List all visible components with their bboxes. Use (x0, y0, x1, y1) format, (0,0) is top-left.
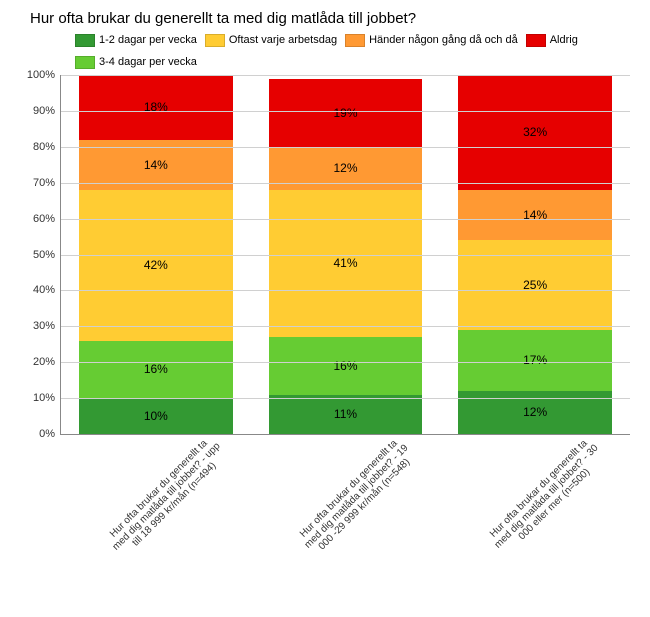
legend-label: 3-4 dagar per vecka (99, 54, 197, 70)
gridline (61, 398, 630, 399)
bar-segment: 32% (458, 75, 612, 190)
gridline (61, 326, 630, 327)
bar-segment-value: 41% (333, 256, 357, 270)
legend-label: Aldrig (550, 32, 578, 48)
x-tick-label: Hur ofta brukar du generellt ta med dig … (481, 431, 650, 617)
y-tick-label: 50% (33, 249, 55, 261)
bar-segment-value: 14% (144, 158, 168, 172)
y-tick-label: 100% (27, 69, 55, 81)
y-tick-label: 70% (33, 177, 55, 189)
legend-swatch (526, 34, 546, 47)
bar-segment: 10% (79, 398, 233, 434)
y-tick-label: 20% (33, 356, 55, 368)
bar-segment: 18% (79, 75, 233, 140)
y-tick-label: 80% (33, 141, 55, 153)
bar-segment: 42% (79, 190, 233, 341)
bar-segment: 14% (458, 190, 612, 240)
legend-item: Aldrig (526, 32, 578, 48)
gridline (61, 290, 630, 291)
legend-row: 1-2 dagar per vecka Oftast varje arbetsda… (75, 32, 630, 70)
x-tick-label: Hur ofta brukar du generellt ta med dig … (291, 431, 478, 617)
gridline (61, 362, 630, 363)
legend-item: 3-4 dagar per vecka (75, 54, 197, 70)
y-tick-label: 30% (33, 320, 55, 332)
gridline (61, 75, 630, 76)
legend-swatch (75, 56, 95, 69)
bar-segment-value: 11% (334, 407, 357, 421)
legend-label: Oftast varje arbetsdag (229, 32, 337, 48)
gridline (61, 219, 630, 220)
legend-item: Oftast varje arbetsdag (205, 32, 337, 48)
chart-title: Hur ofta brukar du generellt ta med dig … (30, 10, 416, 27)
legend-swatch (75, 34, 95, 47)
bar-segment-value: 12% (523, 405, 547, 419)
bar-segment-value: 18% (144, 100, 168, 114)
legend-swatch (345, 34, 365, 47)
y-tick-label: 40% (33, 284, 55, 296)
bar-segment-value: 10% (144, 409, 168, 423)
bar-segment: 41% (269, 190, 423, 337)
chart-container: Hur ofta brukar du generellt ta med dig … (0, 0, 650, 550)
y-tick-label: 0% (39, 428, 55, 440)
legend: 1-2 dagar per vecka Oftast varje arbetsda… (75, 32, 630, 70)
gridline (61, 183, 630, 184)
bar-segment-value: 16% (144, 362, 168, 376)
bar-segment-value: 17% (523, 353, 547, 367)
bar-segment-value: 19% (333, 106, 357, 120)
x-axis-labels: Hur ofta brukar du generellt ta med dig … (60, 440, 630, 550)
y-tick-label: 90% (33, 105, 55, 117)
bar-segment: 11% (269, 395, 423, 434)
gridline (61, 255, 630, 256)
y-tick-label: 10% (33, 392, 55, 404)
y-tick-label: 60% (33, 213, 55, 225)
bar-segment: 16% (79, 341, 233, 398)
bar-segment-value: 32% (523, 125, 547, 139)
legend-swatch (205, 34, 225, 47)
plot-area: 18%14%42%16%10%19%12%41%16%11%32%14%25%1… (60, 75, 630, 435)
bar-segment-value: 42% (144, 258, 168, 272)
bar-segment: 16% (269, 337, 423, 394)
bar-segment-value: 12% (333, 161, 357, 175)
x-tick-label: Hur ofta brukar du generellt ta med dig … (101, 431, 288, 617)
legend-label: 1-2 dagar per vecka (99, 32, 197, 48)
bar-segment-value: 14% (523, 208, 547, 222)
bar-segment: 17% (458, 330, 612, 391)
bar-segment-value: 16% (333, 359, 357, 373)
legend-label: Händer någon gång då och då (369, 32, 518, 48)
gridline (61, 111, 630, 112)
legend-item: 1-2 dagar per vecka (75, 32, 197, 48)
legend-item: Händer någon gång då och då (345, 32, 518, 48)
bar-segment: 19% (269, 79, 423, 147)
gridline (61, 147, 630, 148)
